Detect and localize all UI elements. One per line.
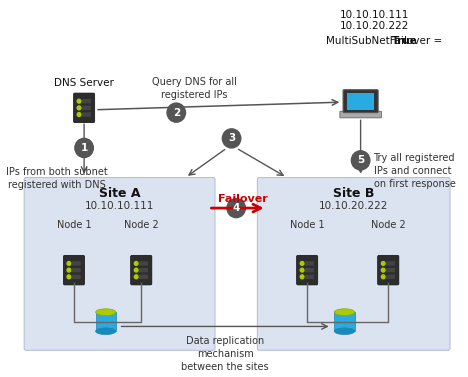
Circle shape <box>77 113 81 116</box>
Text: MultiSubNetFailover =: MultiSubNetFailover = <box>326 36 445 46</box>
FancyBboxPatch shape <box>139 268 148 272</box>
Text: Node 2: Node 2 <box>124 220 159 230</box>
Polygon shape <box>95 312 116 331</box>
Text: 1: 1 <box>80 143 88 153</box>
FancyBboxPatch shape <box>297 255 318 285</box>
Circle shape <box>300 275 304 279</box>
FancyBboxPatch shape <box>63 255 85 285</box>
Ellipse shape <box>95 328 116 334</box>
Circle shape <box>381 268 385 272</box>
FancyBboxPatch shape <box>305 268 314 272</box>
Text: 3: 3 <box>228 133 235 143</box>
Text: 10.10.20.222: 10.10.20.222 <box>340 21 409 31</box>
Text: Data replication
mechanism
between the sites: Data replication mechanism between the s… <box>181 336 269 372</box>
Circle shape <box>167 103 185 122</box>
Ellipse shape <box>334 328 355 334</box>
Text: Node 1: Node 1 <box>290 220 324 230</box>
FancyBboxPatch shape <box>72 268 80 272</box>
FancyBboxPatch shape <box>378 255 399 285</box>
Text: IPs from both subnet
registered with DNS: IPs from both subnet registered with DNS <box>6 167 107 190</box>
FancyBboxPatch shape <box>139 274 148 279</box>
FancyBboxPatch shape <box>72 261 80 266</box>
Text: 4: 4 <box>233 203 240 213</box>
FancyBboxPatch shape <box>257 178 450 350</box>
Text: Node 2: Node 2 <box>371 220 406 230</box>
Ellipse shape <box>95 309 116 316</box>
Circle shape <box>300 268 304 272</box>
Circle shape <box>222 129 241 148</box>
Text: 10.10.10.111: 10.10.10.111 <box>340 9 409 20</box>
FancyBboxPatch shape <box>386 261 395 266</box>
Ellipse shape <box>334 309 355 316</box>
FancyBboxPatch shape <box>73 93 95 123</box>
FancyBboxPatch shape <box>347 93 374 110</box>
FancyBboxPatch shape <box>72 274 80 279</box>
Circle shape <box>134 262 138 265</box>
Text: Site B: Site B <box>333 187 374 200</box>
Text: DNS Server: DNS Server <box>54 78 114 88</box>
Circle shape <box>67 268 71 272</box>
FancyBboxPatch shape <box>386 274 395 279</box>
Text: 2: 2 <box>173 107 180 118</box>
FancyBboxPatch shape <box>82 112 91 117</box>
FancyBboxPatch shape <box>305 274 314 279</box>
Circle shape <box>381 262 385 265</box>
Text: 5: 5 <box>357 155 364 166</box>
Polygon shape <box>334 312 355 331</box>
FancyBboxPatch shape <box>343 90 378 113</box>
FancyBboxPatch shape <box>386 268 395 272</box>
Circle shape <box>67 262 71 265</box>
FancyBboxPatch shape <box>24 178 215 350</box>
FancyBboxPatch shape <box>305 261 314 266</box>
Circle shape <box>300 262 304 265</box>
FancyBboxPatch shape <box>82 106 91 110</box>
FancyBboxPatch shape <box>131 255 152 285</box>
Text: Try all registered
IPs and connect
on first response: Try all registered IPs and connect on fi… <box>373 153 455 189</box>
Text: 10.10.10.111: 10.10.10.111 <box>85 201 154 211</box>
FancyBboxPatch shape <box>139 261 148 266</box>
Text: Site A: Site A <box>99 187 140 200</box>
Circle shape <box>381 275 385 279</box>
Text: Failover: Failover <box>218 193 268 204</box>
Circle shape <box>67 275 71 279</box>
Circle shape <box>351 151 370 170</box>
Text: Node 1: Node 1 <box>57 220 91 230</box>
Circle shape <box>134 268 138 272</box>
Circle shape <box>75 138 93 158</box>
FancyBboxPatch shape <box>340 111 381 118</box>
Circle shape <box>77 106 81 110</box>
Text: True: True <box>392 36 418 46</box>
Text: 10.10.20.222: 10.10.20.222 <box>319 201 388 211</box>
FancyBboxPatch shape <box>82 99 91 103</box>
Circle shape <box>134 275 138 279</box>
Text: Query DNS for all
registered IPs: Query DNS for all registered IPs <box>152 77 237 100</box>
Circle shape <box>227 199 245 218</box>
Circle shape <box>77 99 81 103</box>
